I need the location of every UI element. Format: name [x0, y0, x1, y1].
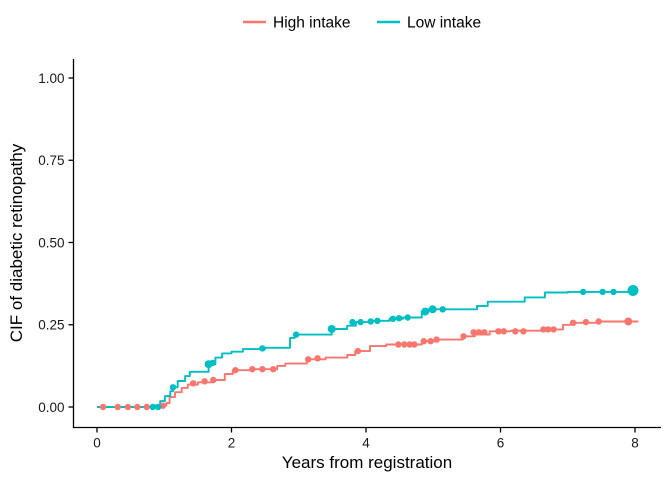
- y-tick-label: 1.00: [38, 71, 64, 86]
- censor-mark-0: [406, 341, 413, 348]
- censor-mark-0: [401, 341, 408, 348]
- censor-mark-0: [190, 380, 197, 387]
- censor-mark-0: [210, 376, 217, 384]
- censor-mark-1: [421, 307, 430, 316]
- censor-mark-1: [259, 345, 266, 352]
- x-tick-label: 4: [362, 436, 370, 451]
- y-tick-label: 0.25: [38, 318, 64, 333]
- censor-mark-0: [305, 356, 312, 363]
- censor-mark-0: [99, 403, 107, 411]
- censor-mark-0: [512, 328, 519, 335]
- censor-mark-1: [327, 325, 336, 333]
- censor-mark-0: [427, 338, 434, 345]
- censor-mark-1: [404, 314, 411, 321]
- censor-mark-0: [354, 347, 362, 355]
- x-axis-title: Years from registration: [282, 453, 452, 472]
- censor-mark-1: [374, 317, 381, 324]
- series-layer: [97, 290, 639, 408]
- series-line-1: [97, 290, 634, 408]
- censor-mark-0: [595, 318, 602, 325]
- x-tick-label: 8: [631, 436, 639, 451]
- censor-mark-1: [367, 318, 374, 325]
- censor-mark-1: [627, 285, 639, 296]
- censor-mark-0: [582, 318, 590, 326]
- axes-layer: 0.00 0.25 0.50 0.75 1.00 0 2 4 6 8: [38, 59, 661, 451]
- censor-mark-0: [395, 341, 402, 348]
- censor-mark-0: [259, 366, 266, 373]
- y-axis-title: CIF of diabetic retinopathy: [7, 143, 26, 342]
- censor-mark-0: [624, 317, 633, 326]
- censor-mark-1: [610, 288, 617, 296]
- censor-mark-0: [569, 319, 577, 326]
- censor-mark-1: [349, 318, 356, 326]
- censor-mark-0: [520, 328, 527, 335]
- censor-mark-0: [545, 326, 552, 333]
- series-line-0: [97, 320, 639, 408]
- censor-mark-0: [143, 403, 150, 411]
- censor-mark-0: [201, 378, 208, 385]
- censor-mark-0: [114, 403, 122, 411]
- y-tick-label: 0.00: [38, 400, 64, 415]
- censor-mark-0: [460, 333, 467, 340]
- censor-mark-0: [495, 328, 502, 335]
- legend-label-low-intake: Low intake: [407, 15, 481, 32]
- censor-mark-0: [500, 328, 508, 335]
- censor-mark-0: [249, 366, 256, 373]
- x-tick-label: 0: [93, 436, 101, 451]
- censor-mark-1: [149, 403, 156, 411]
- censor-mark-0: [433, 336, 440, 343]
- censor-marks-layer: [99, 285, 639, 411]
- censor-mark-0: [314, 355, 321, 362]
- censor-mark-0: [134, 403, 141, 411]
- censor-mark-0: [411, 341, 418, 348]
- censor-mark-0: [124, 403, 132, 411]
- censor-mark-1: [428, 305, 437, 314]
- censor-mark-1: [169, 384, 177, 391]
- censor-mark-1: [599, 288, 606, 296]
- censor-mark-0: [420, 338, 427, 345]
- censor-mark-1: [580, 288, 587, 296]
- censor-mark-1: [292, 331, 300, 338]
- censor-mark-0: [470, 329, 477, 336]
- censor-mark-0: [232, 367, 239, 374]
- x-tick-label: 2: [228, 436, 236, 451]
- legend: High intake Low intake: [243, 15, 481, 32]
- censor-mark-0: [481, 329, 488, 336]
- x-tick-label: 6: [497, 436, 505, 451]
- censor-mark-1: [155, 403, 162, 411]
- censor-mark-0: [540, 326, 547, 333]
- y-tick-label: 0.50: [38, 235, 64, 250]
- censor-mark-0: [270, 366, 277, 373]
- censor-mark-1: [395, 315, 403, 322]
- y-tick-label: 0.75: [38, 153, 64, 168]
- censor-mark-1: [357, 318, 364, 326]
- censor-mark-0: [475, 329, 483, 336]
- legend-label-high-intake: High intake: [273, 15, 351, 32]
- censor-mark-0: [550, 326, 557, 333]
- censor-mark-1: [209, 359, 216, 367]
- censor-mark-1: [439, 306, 446, 313]
- censor-mark-1: [389, 315, 397, 322]
